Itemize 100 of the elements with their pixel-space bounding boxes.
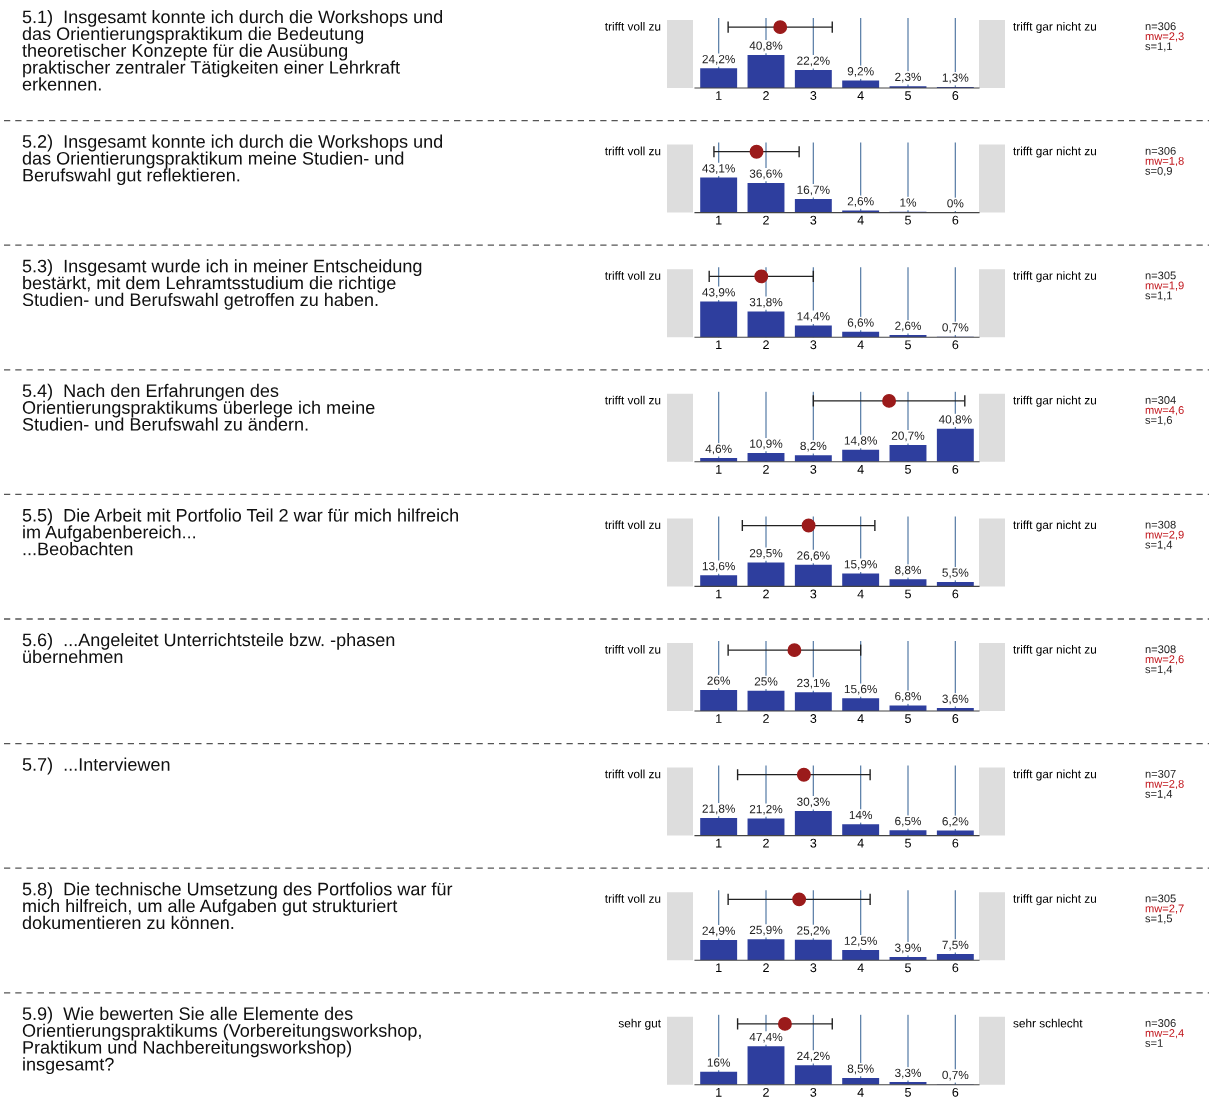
text: sehr gut (618, 1018, 661, 1030)
data-label: 20,7% (891, 431, 925, 442)
data-label: 40,8% (749, 41, 783, 52)
x-tick-label: 3 (810, 464, 817, 474)
text: mw=2,6 (1145, 655, 1184, 665)
data-label: 25,2% (797, 926, 830, 937)
text: n=306 (1145, 1019, 1176, 1027)
data-label: 26,6% (797, 551, 830, 562)
text: 5.4) Nach den Erfahrungen des Orientierungspraktikums überlege ich meine Studien- und Berufswahl zu ändern. (22, 383, 375, 431)
data-label: 26% (707, 676, 731, 685)
data-label: 10,9% (750, 439, 783, 450)
data-label: 12,5% (844, 936, 877, 947)
data-label: 16,7% (797, 185, 830, 196)
text: trifft gar nicht zu (1013, 520, 1096, 532)
x-tick-label: 5 (905, 340, 911, 350)
data-label: 5,5% (942, 568, 969, 579)
x-tick-label: 3 (810, 838, 817, 848)
data-label: 8,2% (800, 441, 827, 452)
x-tick-label: 2 (763, 464, 769, 474)
x-tick-label: 3 (810, 963, 817, 973)
x-tick-label: 6 (952, 714, 959, 723)
data-label: 30,3% (797, 797, 830, 808)
data-label: 15,9% (844, 560, 877, 570)
x-tick-label: 3 (810, 714, 817, 723)
data-label: 21,8% (702, 804, 735, 815)
text: mw=2,8 (1145, 779, 1184, 790)
text: mw=2,9 (1145, 530, 1184, 540)
text: s=1,5 (1145, 914, 1173, 924)
text: trifft gar nicht zu (1013, 894, 1096, 906)
text: mw=1,9 (1145, 281, 1184, 291)
text: 5.7) ...Interviewen (22, 757, 170, 775)
data-label: 2,3% (895, 72, 922, 83)
data-label: 9,2% (847, 67, 874, 77)
text: mw=2,4 (1145, 1029, 1184, 1039)
data-label: 14,8% (844, 436, 877, 447)
x-tick-label: 5 (905, 838, 911, 848)
data-label: 3,9% (895, 943, 922, 954)
text: trifft gar nicht zu (1013, 271, 1096, 283)
data-label: 1% (900, 198, 917, 207)
text: mw=4,6 (1145, 406, 1184, 416)
data-label: 24,2% (797, 1051, 830, 1062)
text: mw=2,3 (1145, 32, 1184, 42)
text: n=305 (1145, 894, 1176, 903)
x-tick-label: 3 (810, 215, 817, 225)
x-tick-label: 6 (952, 838, 959, 848)
x-tick-label: 4 (857, 340, 864, 350)
data-label: 24,9% (702, 926, 735, 937)
x-tick-label: 1 (716, 91, 722, 100)
x-tick-label: 5 (905, 1088, 911, 1097)
x-tick-label: 1 (716, 838, 722, 848)
x-tick-label: 1 (716, 340, 722, 350)
x-tick-label: 4 (857, 963, 864, 973)
x-tick-label: 1 (716, 465, 722, 474)
x-tick-label: 1 (716, 589, 722, 599)
data-label: 4,6% (705, 444, 732, 455)
data-label: 8,8% (895, 565, 922, 576)
data-label: 14,4% (797, 312, 830, 322)
text: s=1,1 (1145, 291, 1172, 301)
text: trifft gar nicht zu (1013, 22, 1096, 33)
data-label: 25,9% (749, 925, 783, 936)
data-label: 47,4% (749, 1032, 783, 1043)
data-label: 36,6% (749, 169, 783, 180)
x-tick-label: 4 (857, 465, 864, 474)
data-label: 15,6% (844, 684, 877, 695)
x-tick-label: 5 (905, 91, 911, 100)
data-label: 14% (849, 810, 873, 820)
text: 5.9) Wie bewerten Sie alle Elemente des Orientierungspraktikums (Vorbereitungsworkshop, Praktikum und Nachbereitungsworkshop) insgesamt? (22, 1006, 421, 1075)
data-label: 0,7% (942, 1070, 969, 1081)
data-label: 6,2% (942, 817, 969, 827)
x-tick-label: 1 (716, 963, 722, 973)
text: trifft voll zu (604, 769, 661, 779)
data-label: 43,1% (702, 164, 735, 174)
text: s=1,1 (1145, 42, 1172, 52)
text: s=0,9 (1145, 166, 1172, 177)
data-label: 3,3% (895, 1068, 922, 1079)
data-label: 6,6% (847, 318, 874, 329)
x-tick-label: 5 (905, 465, 911, 474)
data-label: 43,9% (702, 288, 735, 298)
text: n=306 (1145, 22, 1176, 31)
x-tick-label: 6 (952, 91, 959, 100)
data-label: 23,1% (797, 678, 830, 689)
x-tick-label: 3 (810, 340, 817, 350)
x-tick-label: 1 (716, 714, 722, 723)
x-tick-label: 1 (716, 215, 722, 225)
x-tick-label: 6 (952, 589, 959, 599)
text: n=308 (1145, 645, 1176, 654)
data-label: 13,6% (702, 561, 735, 572)
x-tick-label: 2 (763, 91, 769, 100)
text: mw=1,8 (1145, 156, 1184, 167)
x-tick-label: 3 (810, 1087, 817, 1097)
data-label: 22,2% (797, 56, 830, 67)
text: n=304 (1145, 396, 1176, 404)
text: sehr schlecht (1013, 1018, 1083, 1028)
text: trifft voll zu (604, 520, 661, 530)
text: 5.6) ...Angeleitet Unterrichtsteile bzw. -phasen übernehmen (22, 633, 395, 664)
x-tick-label: 2 (763, 589, 769, 599)
x-tick-label: 2 (763, 838, 769, 848)
text: s=1,4 (1145, 665, 1173, 675)
x-tick-label: 4 (857, 91, 864, 100)
text: s=1,4 (1145, 540, 1173, 550)
